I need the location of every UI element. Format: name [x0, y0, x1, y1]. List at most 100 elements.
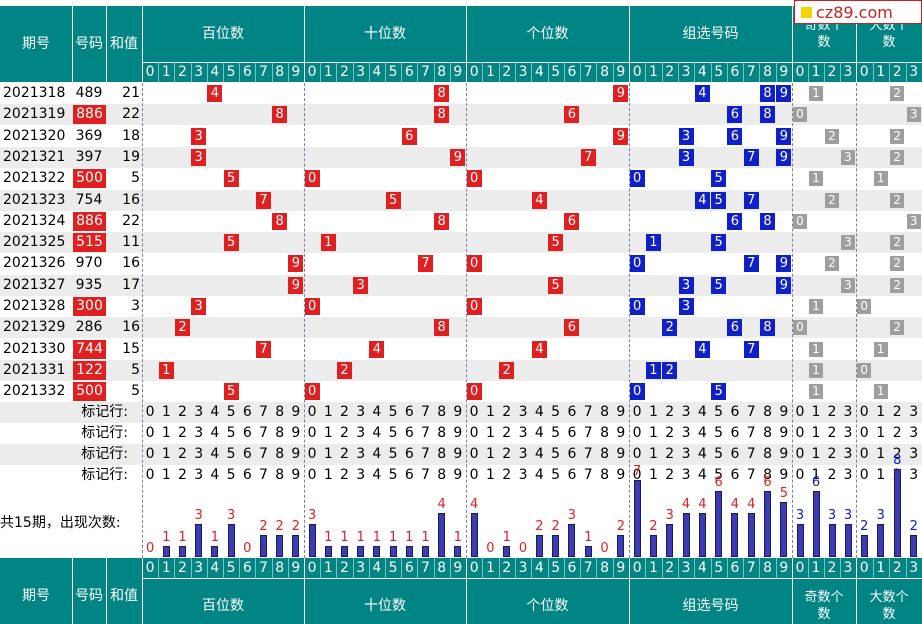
- hundreds-marker-digit[interactable]: 0: [145, 404, 155, 420]
- tens-marker-digit[interactable]: 6: [404, 446, 414, 462]
- hundreds-marker-digit[interactable]: 3: [194, 467, 204, 483]
- big-count-marker-digit[interactable]: 0: [859, 467, 869, 483]
- units-marker-digit[interactable]: 0: [469, 425, 479, 441]
- hundreds-marker-digit[interactable]: 4: [210, 467, 220, 483]
- hundreds-marker-digit[interactable]: 3: [194, 446, 204, 462]
- site-logo[interactable]: cz89.com: [794, 0, 922, 24]
- tens-marker-digit[interactable]: 3: [356, 446, 366, 462]
- units-marker-digit[interactable]: 1: [485, 425, 495, 441]
- units-marker-digit[interactable]: 0: [469, 404, 479, 420]
- units-marker-digit[interactable]: 6: [567, 446, 577, 462]
- hundreds-marker-digit[interactable]: 4: [210, 425, 220, 441]
- group-marker-digit[interactable]: 4: [697, 404, 707, 420]
- hundreds-marker-digit[interactable]: 8: [275, 467, 285, 483]
- tens-marker-digit[interactable]: 2: [340, 404, 349, 420]
- group-marker-digit[interactable]: 3: [681, 404, 691, 420]
- group-marker-digit[interactable]: 3: [681, 467, 691, 483]
- tens-marker-digit[interactable]: 3: [356, 467, 366, 483]
- hundreds-marker-digit[interactable]: 5: [226, 404, 236, 420]
- hundreds-marker-digit[interactable]: 2: [178, 425, 187, 441]
- tens-marker-digit[interactable]: 7: [421, 446, 430, 462]
- big-count-marker-digit[interactable]: 2: [892, 446, 902, 462]
- group-marker-digit[interactable]: 6: [730, 467, 740, 483]
- units-marker-digit[interactable]: 2: [502, 425, 512, 441]
- tens-marker-digit[interactable]: 9: [453, 404, 463, 420]
- big-count-marker-digit[interactable]: 0: [859, 404, 869, 420]
- tens-marker-digit[interactable]: 8: [437, 467, 447, 483]
- units-marker-digit[interactable]: 4: [534, 425, 544, 441]
- odd-count-marker-digit[interactable]: 0: [795, 425, 805, 441]
- hundreds-marker-digit[interactable]: 8: [275, 446, 285, 462]
- group-marker-digit[interactable]: 3: [681, 425, 691, 441]
- hundreds-marker-digit[interactable]: 4: [210, 404, 220, 420]
- odd-count-marker-digit[interactable]: 1: [811, 404, 821, 420]
- units-marker-digit[interactable]: 9: [616, 404, 626, 420]
- units-marker-digit[interactable]: 0: [469, 446, 479, 462]
- group-marker-digit[interactable]: 5: [714, 404, 724, 420]
- units-marker-digit[interactable]: 9: [616, 446, 626, 462]
- tens-marker-digit[interactable]: 0: [307, 446, 317, 462]
- big-count-marker-digit[interactable]: 2: [892, 425, 902, 441]
- units-marker-digit[interactable]: 5: [551, 467, 561, 483]
- group-marker-digit[interactable]: 5: [714, 425, 724, 441]
- tens-marker-digit[interactable]: 5: [388, 425, 398, 441]
- hundreds-marker-digit[interactable]: 8: [275, 425, 285, 441]
- hundreds-marker-digit[interactable]: 0: [145, 425, 155, 441]
- tens-marker-digit[interactable]: 4: [372, 404, 382, 420]
- units-marker-digit[interactable]: 2: [502, 404, 512, 420]
- hundreds-marker-digit[interactable]: 2: [178, 404, 187, 420]
- odd-count-marker-digit[interactable]: 0: [795, 467, 805, 483]
- group-marker-digit[interactable]: 7: [746, 467, 756, 483]
- group-marker-digit[interactable]: 2: [665, 404, 675, 420]
- hundreds-marker-digit[interactable]: 3: [194, 404, 204, 420]
- tens-marker-digit[interactable]: 0: [307, 425, 317, 441]
- hundreds-marker-digit[interactable]: 6: [242, 404, 252, 420]
- odd-count-marker-digit[interactable]: 3: [843, 467, 853, 483]
- group-marker-digit[interactable]: 2: [665, 425, 675, 441]
- group-marker-digit[interactable]: 2: [665, 467, 675, 483]
- units-marker-digit[interactable]: 1: [485, 446, 495, 462]
- tens-marker-digit[interactable]: 6: [404, 404, 414, 420]
- big-count-marker-digit[interactable]: 1: [876, 446, 886, 462]
- units-marker-digit[interactable]: 9: [616, 467, 626, 483]
- group-marker-digit[interactable]: 5: [714, 446, 724, 462]
- group-marker-digit[interactable]: 7: [746, 446, 756, 462]
- tens-marker-digit[interactable]: 5: [388, 446, 398, 462]
- group-marker-digit[interactable]: 0: [632, 467, 642, 483]
- big-count-marker-digit[interactable]: 0: [859, 446, 869, 462]
- hundreds-marker-digit[interactable]: 9: [291, 446, 301, 462]
- group-marker-digit[interactable]: 3: [681, 446, 691, 462]
- group-marker-digit[interactable]: 9: [779, 467, 789, 483]
- group-marker-digit[interactable]: 4: [697, 425, 707, 441]
- group-marker-digit[interactable]: 1: [648, 446, 658, 462]
- tens-marker-digit[interactable]: 3: [356, 404, 366, 420]
- group-marker-digit[interactable]: 7: [746, 404, 756, 420]
- tens-marker-digit[interactable]: 7: [421, 425, 430, 441]
- units-marker-digit[interactable]: 7: [583, 446, 593, 462]
- group-marker-digit[interactable]: 2: [665, 446, 675, 462]
- group-marker-digit[interactable]: 6: [730, 446, 740, 462]
- group-marker-digit[interactable]: 8: [763, 404, 772, 420]
- odd-count-marker-digit[interactable]: 2: [827, 446, 837, 462]
- big-count-marker-digit[interactable]: 2: [892, 404, 902, 420]
- odd-count-marker-digit[interactable]: 0: [795, 446, 805, 462]
- hundreds-marker-digit[interactable]: 7: [259, 446, 268, 462]
- hundreds-marker-digit[interactable]: 7: [259, 404, 268, 420]
- hundreds-marker-digit[interactable]: 2: [178, 467, 187, 483]
- units-marker-digit[interactable]: 0: [469, 467, 479, 483]
- odd-count-marker-digit[interactable]: 2: [827, 404, 837, 420]
- hundreds-marker-digit[interactable]: 1: [161, 425, 171, 441]
- hundreds-marker-digit[interactable]: 5: [226, 446, 236, 462]
- group-marker-digit[interactable]: 7: [746, 425, 756, 441]
- units-marker-digit[interactable]: 4: [534, 446, 544, 462]
- group-marker-digit[interactable]: 0: [632, 446, 642, 462]
- big-count-marker-digit[interactable]: 3: [909, 467, 919, 483]
- group-marker-digit[interactable]: 8: [763, 467, 772, 483]
- odd-count-marker-digit[interactable]: 2: [827, 467, 837, 483]
- big-count-marker-digit[interactable]: 1: [876, 467, 886, 483]
- units-marker-digit[interactable]: 5: [551, 446, 561, 462]
- tens-marker-digit[interactable]: 6: [404, 425, 414, 441]
- group-marker-digit[interactable]: 1: [648, 404, 658, 420]
- tens-marker-digit[interactable]: 4: [372, 425, 382, 441]
- big-count-marker-digit[interactable]: 0: [859, 425, 869, 441]
